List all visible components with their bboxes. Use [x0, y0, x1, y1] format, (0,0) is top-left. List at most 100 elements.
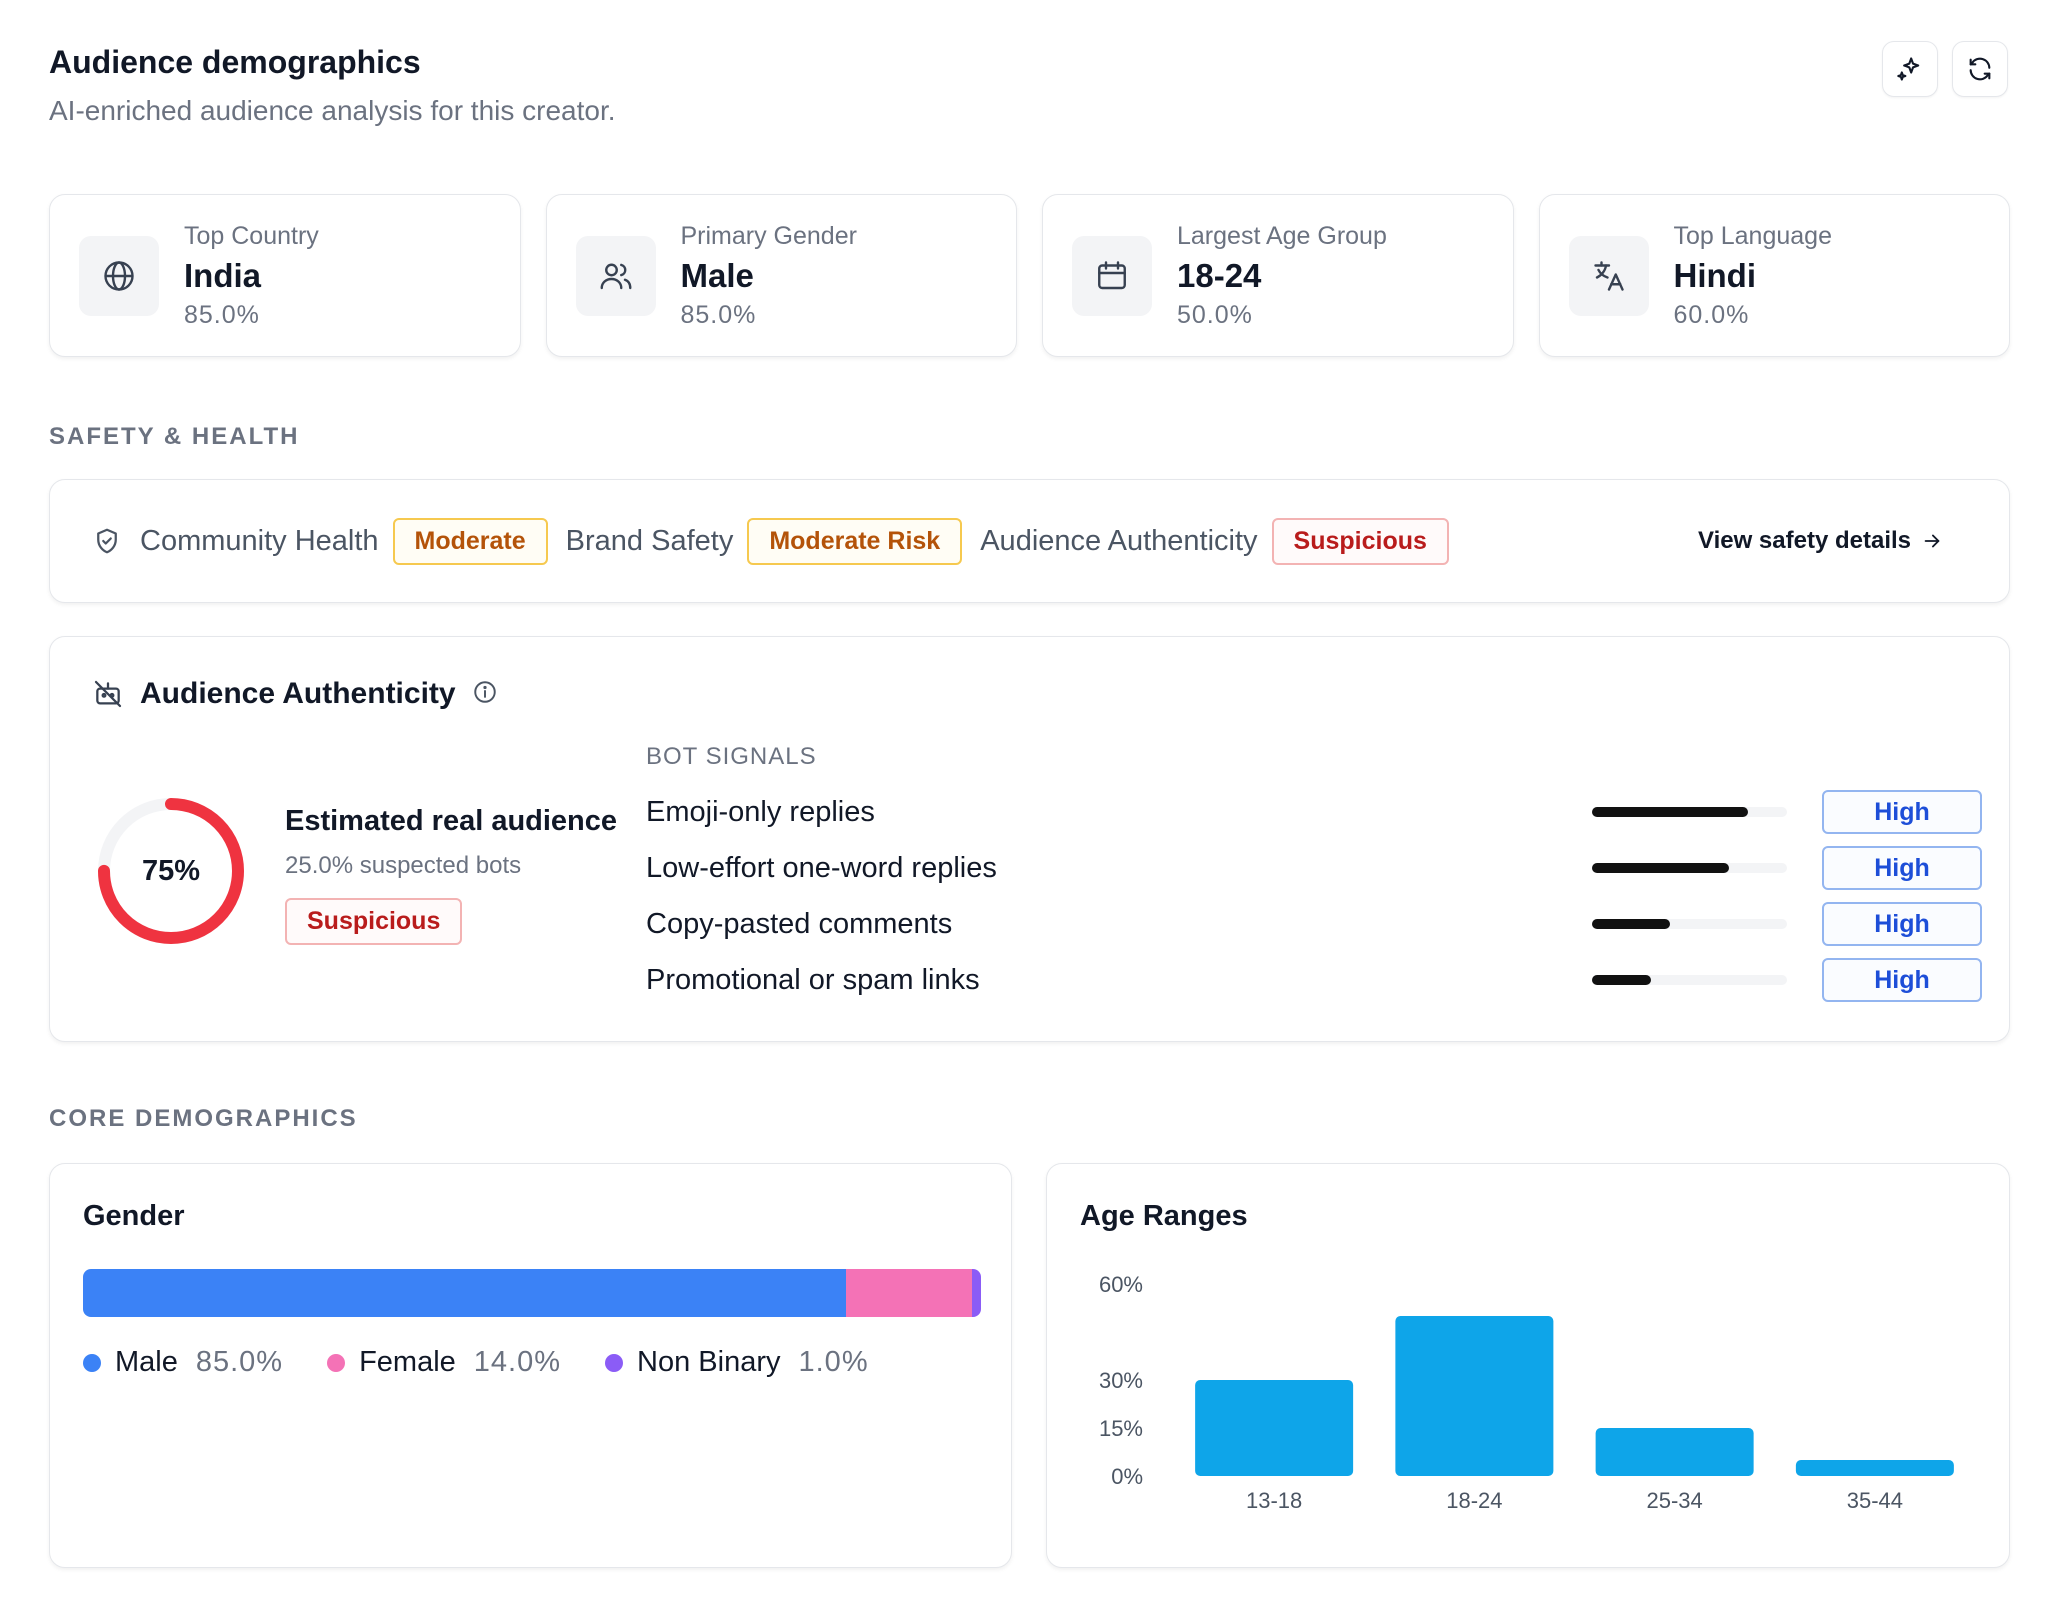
info-icon: [473, 680, 496, 703]
users-icon: [600, 263, 631, 289]
stat-percent: 60.0%: [1673, 300, 1750, 329]
bot-signal-bar: [1592, 919, 1787, 929]
legend-label: Non Binary: [637, 1346, 781, 1378]
bot-signal-badge: High: [1822, 958, 1982, 1002]
gender-title: Gender: [83, 1200, 185, 1232]
stat-percent: 85.0%: [184, 300, 260, 329]
stat-label: Top Country: [184, 221, 319, 250]
x-tick-label: 13-18: [1246, 1488, 1302, 1513]
legend-item-female: Female 14.0%: [327, 1346, 561, 1379]
stat-card-top-country: Top Country India 85.0%: [49, 194, 521, 357]
bot-signal-bar: [1592, 863, 1787, 873]
page-subtitle: AI-enriched audience analysis for this c…: [49, 95, 616, 126]
legend-item-non-binary: Non Binary 1.0%: [605, 1346, 869, 1379]
x-tick-label: 25-34: [1646, 1488, 1702, 1513]
bot-signal-row: Emoji-only replies High: [646, 784, 1982, 840]
age-ranges-card: 0% 15% 30% 60% 13-18 18-24 25-34 35-44 Age Rang…: [1046, 1163, 2010, 1568]
gender-segment-female: [846, 1269, 973, 1317]
bot-signal-fill: [1592, 975, 1651, 985]
legend-label: Male: [115, 1346, 178, 1378]
stat-percent: 85.0%: [680, 300, 757, 329]
stat-label: Top Language: [1673, 221, 1832, 250]
stat-value: India: [184, 256, 262, 294]
view-safety-details-link[interactable]: View safety details: [1698, 527, 1943, 555]
calendar-icon: [1098, 260, 1126, 289]
x-tick-label: 35-44: [1847, 1488, 1903, 1513]
bot-signal-name: Emoji-only replies: [646, 795, 875, 828]
refresh-button[interactable]: [1952, 41, 2008, 97]
legend-dot: [327, 1353, 346, 1372]
stat-value: Male: [680, 256, 754, 294]
legend-label: Female: [359, 1346, 456, 1378]
bot-signal-fill: [1592, 919, 1670, 929]
y-tick-label: 30%: [1099, 1368, 1143, 1393]
gender-stacked-bar: [83, 1269, 981, 1317]
suspected-bots-text: 25.0% suspected bots: [285, 852, 522, 879]
y-tick-label: 60%: [1099, 1272, 1143, 1297]
donut-arc: [98, 798, 244, 944]
gender-segment-non-binary: [972, 1269, 981, 1317]
sparkles-icon: [1897, 57, 1920, 81]
stat-card-top-language: Top Language Hindi 60.0%: [1538, 194, 2010, 357]
summary-stats: Top Country India 85.0% Primary Gender M…: [49, 194, 2010, 357]
bot-signal-row: Low-effort one-word replies High: [646, 840, 1982, 896]
legend-dot: [605, 1353, 624, 1372]
stat-label: Primary Gender: [680, 221, 857, 250]
bot-signal-fill: [1592, 863, 1729, 873]
authenticity-info-button[interactable]: [472, 679, 498, 710]
brand-safety-badge: Moderate Risk: [747, 517, 963, 565]
section-label-safety: SAFETY & HEALTH: [49, 423, 300, 450]
bot-signal-name: Low-effort one-word replies: [646, 851, 997, 884]
age-bar-13-18: [1195, 1380, 1354, 1476]
legend-value: 85.0%: [195, 1346, 284, 1378]
bot-signals-heading: BOT SIGNALS: [646, 743, 817, 770]
bot-signal-row: Promotional or spam links High: [646, 952, 1982, 1008]
legend-value: 14.0%: [473, 1346, 562, 1378]
legend-item-male: Male 85.0%: [83, 1346, 283, 1379]
bot-signal-badge: High: [1822, 846, 1982, 890]
page-header: Audience demographics AI-enriched audien…: [49, 44, 616, 127]
bot-signal-badge: High: [1822, 790, 1982, 834]
stat-value: Hindi: [1673, 256, 1756, 294]
calendar-icon-wrap: [1072, 235, 1152, 316]
globe-icon: [104, 260, 134, 291]
arrow-right-icon: [1924, 534, 1940, 548]
gender-legend: Male 85.0% Female 14.0% Non Binary 1.0%: [83, 1346, 869, 1379]
bot-signal-fill: [1592, 807, 1748, 817]
community-health-badge: Moderate: [392, 517, 548, 565]
age-ranges-chart: 0% 15% 30% 60% 13-18 18-24 25-34 35-44: [1099, 1272, 1954, 1513]
bot-signal-bar: [1592, 807, 1787, 817]
audience-authenticity-badge: Suspicious: [1271, 517, 1449, 565]
page-title: Audience demographics: [49, 44, 421, 80]
legend-dot: [83, 1353, 101, 1372]
age-ranges-title: Age Ranges: [1080, 1200, 1248, 1232]
age-bar-25-34: [1595, 1428, 1754, 1476]
shield-check-icon: [97, 528, 117, 554]
bot-signal-name: Promotional or spam links: [646, 963, 980, 996]
stat-percent: 50.0%: [1177, 300, 1253, 329]
audience-authenticity-label: Audience Authenticity: [980, 524, 1258, 557]
estimated-real-audience-title: Estimated real audience: [285, 805, 618, 837]
bot-signal-bar: [1592, 975, 1787, 985]
authenticity-header: Audience Authenticity: [92, 677, 498, 711]
globe-icon-wrap: [79, 235, 159, 316]
stat-value: 18-24: [1177, 256, 1262, 294]
bot-signal-name: Copy-pasted comments: [646, 907, 953, 940]
brand-safety-label: Brand Safety: [565, 524, 734, 557]
age-bar-18-24: [1395, 1316, 1554, 1476]
estimated-audience-block: Estimated real audience 25.0% suspected …: [285, 805, 617, 945]
authenticity-score: 75%: [141, 854, 201, 887]
bot-off-icon: [94, 680, 122, 708]
authenticity-status-badge: Suspicious: [285, 898, 463, 945]
y-tick-label: 0%: [1111, 1464, 1143, 1489]
section-label-core-demographics: CORE DEMOGRAPHICS: [49, 1105, 358, 1132]
translate-icon: [1593, 260, 1624, 291]
ai-enrich-button[interactable]: [1882, 41, 1938, 97]
audience-authenticity-card: Audience Authenticity 75% Estimated real…: [49, 636, 2010, 1042]
users-icon-wrap: [575, 235, 656, 316]
stat-card-primary-gender: Primary Gender Male 85.0%: [545, 194, 1017, 357]
x-tick-label: 18-24: [1446, 1488, 1502, 1513]
refresh-icon: [1969, 57, 1991, 81]
safety-summary-card: Community Health Moderate Brand Safety M…: [49, 479, 2010, 603]
stat-card-largest-age-group: Largest Age Group 18-24 50.0%: [1042, 194, 1514, 357]
